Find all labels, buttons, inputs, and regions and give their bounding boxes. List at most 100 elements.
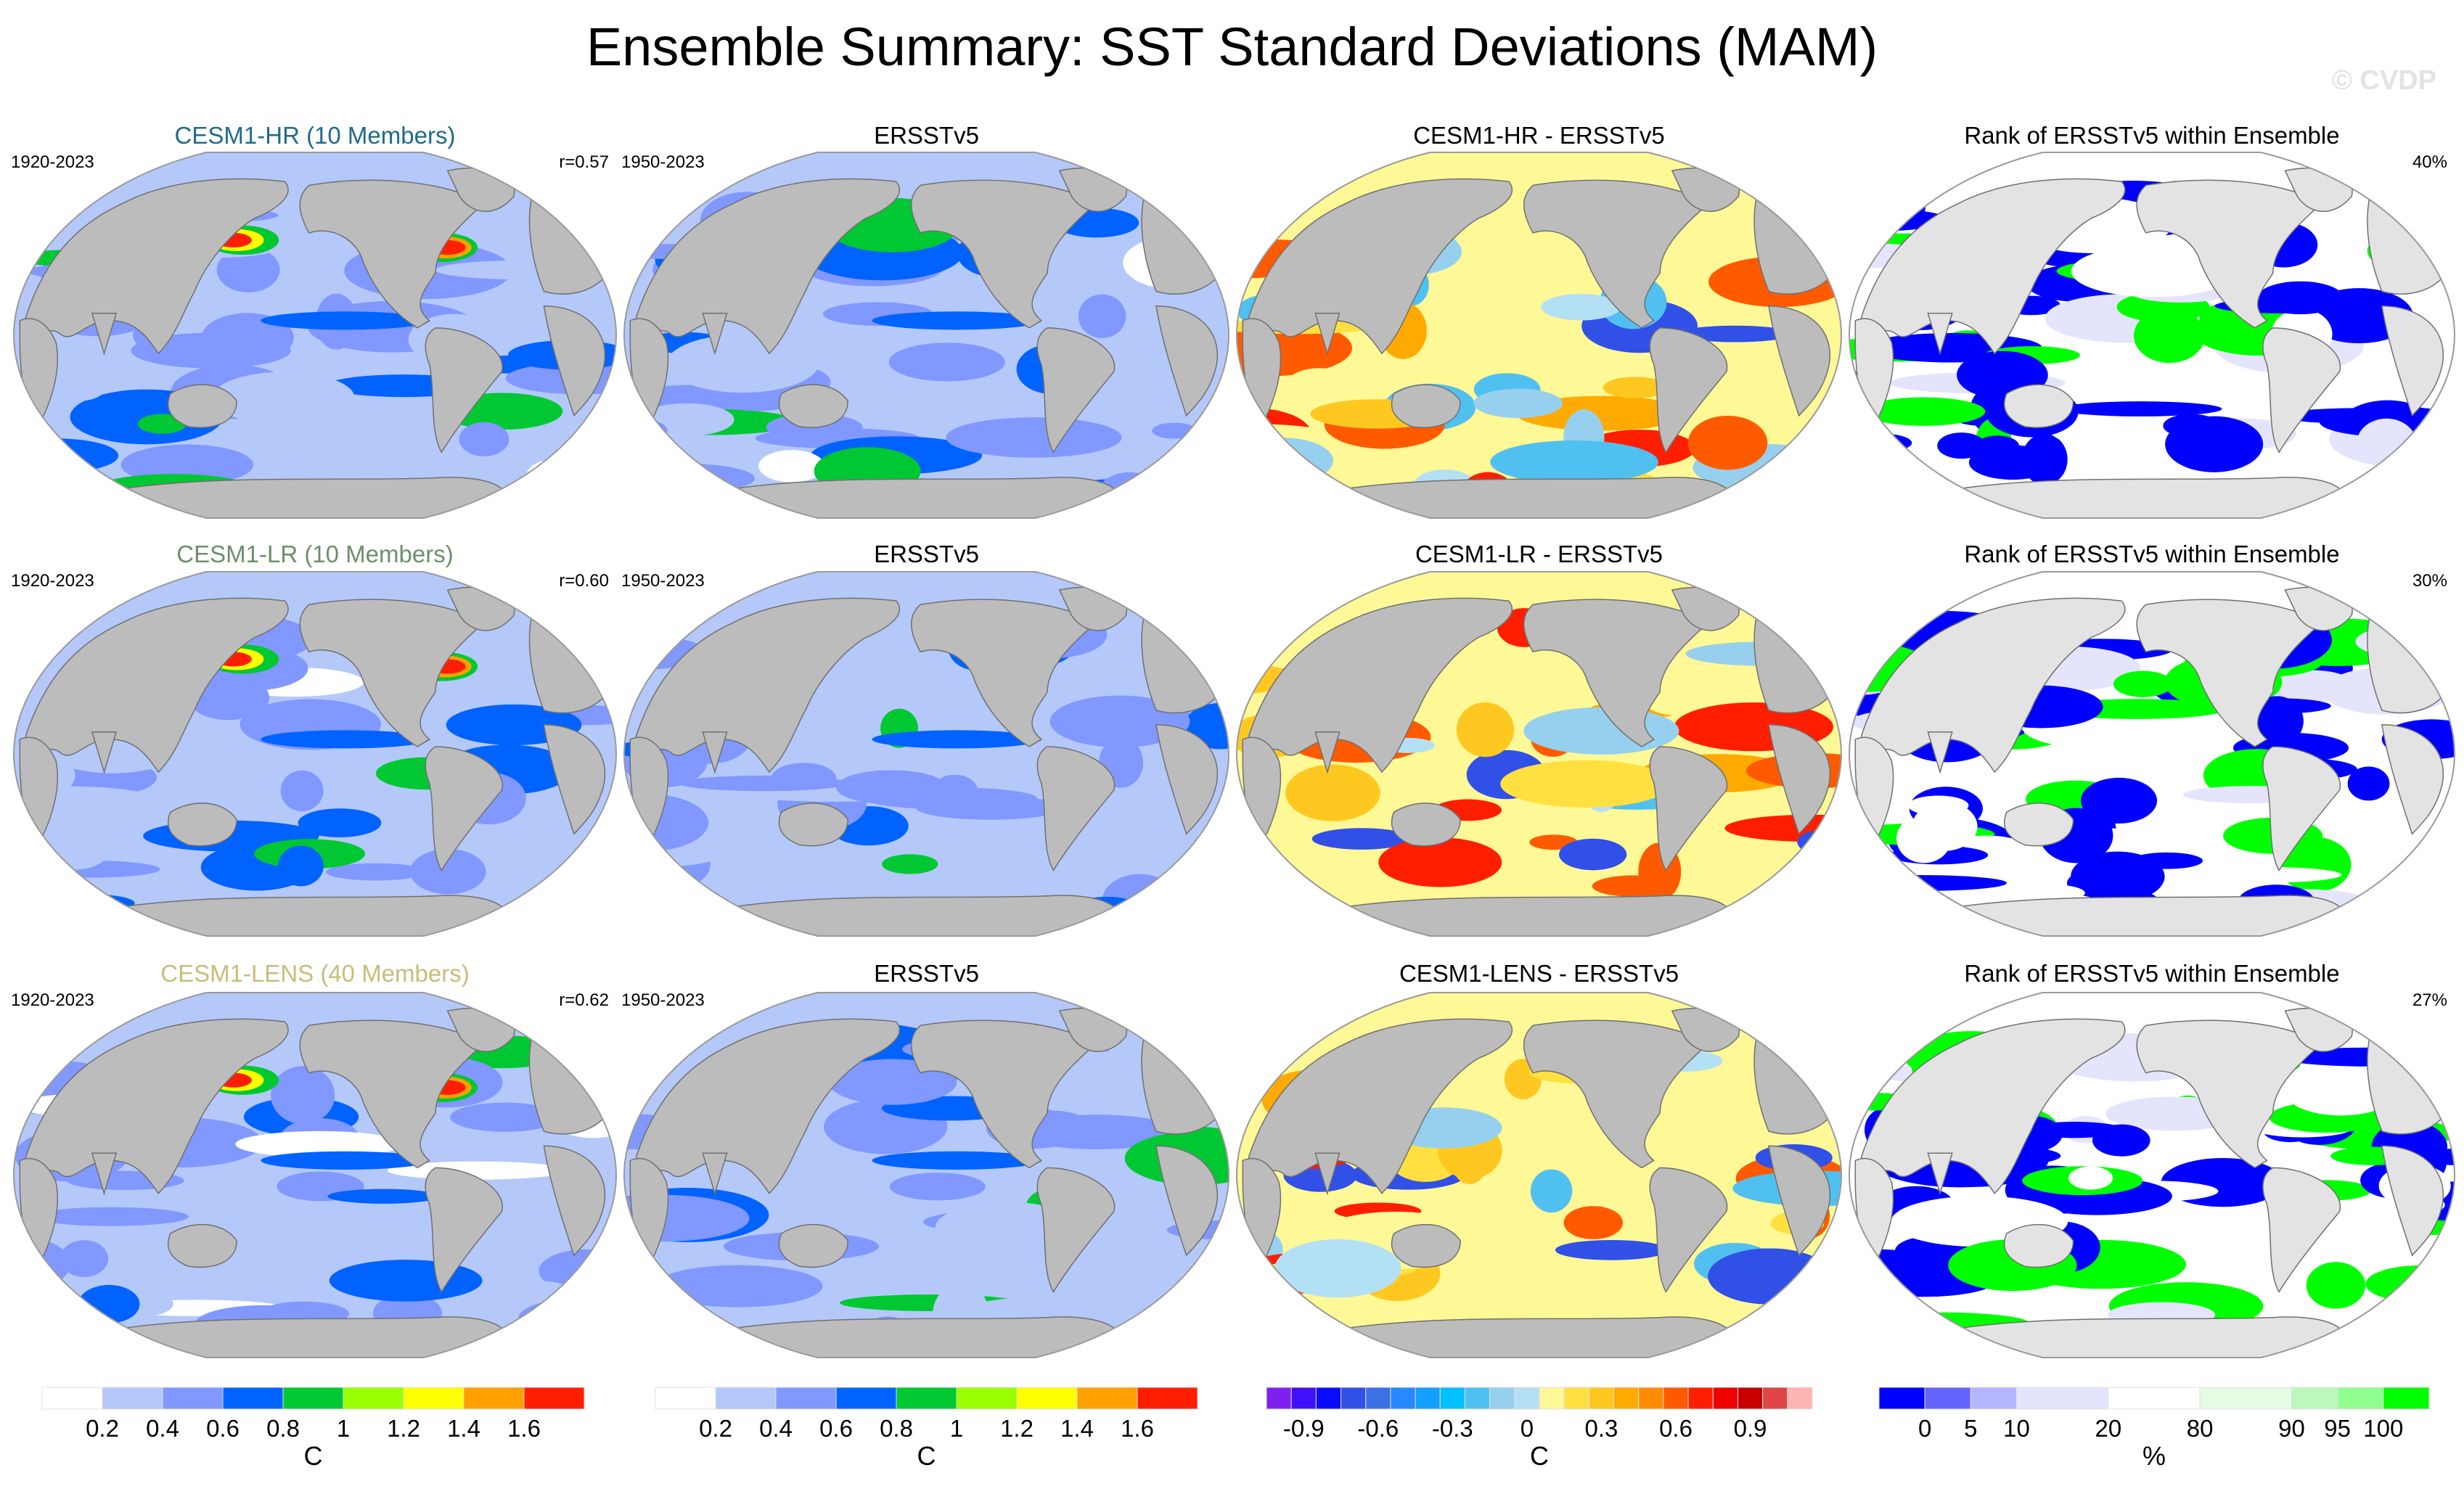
colorbar-swatch: [1924, 1387, 1971, 1410]
field-region: [1851, 433, 1912, 452]
land-antarctica: [121, 895, 508, 936]
map-border: [623, 992, 1230, 1358]
map-rank: [1848, 992, 2456, 1358]
panel-title: CESM1-LR (10 Members): [176, 541, 454, 567]
land-europe: [2367, 615, 2449, 714]
field-region: [1849, 875, 2007, 891]
land-antarctica: [1957, 477, 2346, 518]
land-samerica: [1036, 327, 1116, 453]
field-region: [2165, 416, 2264, 472]
field-region: [915, 754, 990, 776]
field-region: [235, 1130, 404, 1157]
field-region: [216, 247, 280, 292]
colorbar-tick-label: 1.2: [1000, 1415, 1034, 1442]
equatorial-pacific-tongue: [261, 730, 430, 749]
land-india: [1927, 313, 1953, 356]
colorbar-swatch: [523, 1387, 585, 1410]
colorbar-swatch: [1970, 1387, 2018, 1410]
land-europe: [1141, 1035, 1224, 1135]
land-eurasia: [25, 597, 289, 773]
land-australia: [1391, 384, 1461, 428]
colorbar-swatch: [1266, 1387, 1292, 1410]
colorbar-swatch: [463, 1387, 525, 1410]
colorbar-unit-label: C: [303, 1441, 323, 1471]
colorbar-tick-label: 0: [1917, 1415, 1932, 1442]
field-region: [1555, 1239, 1668, 1260]
colorbar-swatch: [1878, 1387, 1925, 1410]
land-europe: [528, 615, 611, 714]
colorbar-swatch: [2383, 1387, 2430, 1410]
colorbar-swatch: [343, 1387, 404, 1410]
colorbar-swatch: [1539, 1387, 1565, 1410]
colorbar-swatch: [2291, 1387, 2338, 1410]
land-samerica: [2262, 746, 2341, 872]
colorbar-unit-label: %: [2142, 1441, 2166, 1471]
colorbar-tick-label: 1: [336, 1415, 351, 1442]
colorbar-tick-label: 1.4: [447, 1415, 480, 1442]
panel-rank-percent: 27%: [2412, 990, 2447, 1010]
colorbar-swatch: [1439, 1387, 1465, 1410]
colorbar-tick-label: 0.3: [1584, 1415, 1618, 1442]
field-region: [1563, 1206, 1623, 1239]
colorbar-tick-label: 1: [949, 1415, 964, 1442]
colorbar-swatch: [835, 1387, 897, 1410]
land-antarctica: [121, 1316, 508, 1358]
field-region: [212, 372, 355, 425]
colorbar-swatch: [1315, 1387, 1342, 1410]
field-region: [1912, 802, 1978, 851]
panel-period-label: 1920-2023: [11, 571, 94, 591]
field-region: [623, 1313, 739, 1349]
land-india: [91, 313, 118, 356]
land-antarctica: [121, 477, 508, 518]
land-eurasia: [1248, 178, 1513, 355]
land-india: [702, 313, 728, 356]
colorbar-unit-label: C: [917, 1441, 936, 1471]
field-region: [325, 863, 427, 881]
field-region: [1724, 814, 1841, 842]
field-region: [1678, 325, 1793, 342]
land-australia: [2003, 384, 2074, 428]
land-europe: [1141, 195, 1224, 295]
field-region: [1490, 440, 1658, 484]
land-europe: [1141, 615, 1224, 714]
field-region: [2347, 766, 2390, 801]
field-region: [2190, 866, 2342, 883]
panel-title: ERSSTv5: [874, 960, 979, 987]
field-region: [1078, 294, 1126, 338]
colorbar-swatch: [956, 1387, 1018, 1410]
field-region: [654, 1265, 823, 1308]
field-region: [1862, 397, 1986, 426]
field-region: [1541, 294, 1621, 321]
field-region: [2357, 418, 2417, 468]
colorbar-tick-label: 5: [1964, 1415, 1978, 1442]
field-region: [280, 770, 324, 812]
colorbar-swatch: [1787, 1387, 1813, 1410]
field-region: [758, 450, 825, 483]
colorbar-tick-label: -0.9: [1282, 1415, 1325, 1442]
panel-title: CESM1-LENS - ERSSTv5: [1399, 960, 1679, 987]
land-samerica: [2262, 1167, 2341, 1293]
colorbar-tick-label: 0.6: [206, 1415, 240, 1442]
panel-title: CESM1-HR - ERSSTv5: [1413, 122, 1665, 149]
map-std: [623, 152, 1230, 519]
panel-pattern-correlation: r=0.62: [559, 990, 609, 1010]
field-region: [1937, 432, 1986, 459]
field-region: [864, 787, 1037, 810]
land-india: [1927, 731, 1953, 774]
land-africa2: [2381, 1145, 2444, 1257]
field-region: [278, 845, 324, 887]
field-region: [271, 1066, 335, 1125]
map-diff: [1235, 992, 1843, 1358]
land-samerica: [2262, 327, 2341, 453]
panel-rank-percent: 40%: [2412, 152, 2447, 172]
equatorial-pacific-tongue: [872, 311, 1041, 330]
field-region: [2277, 408, 2452, 424]
colorbar-swatch: [1588, 1387, 1615, 1410]
colorbar-tick-label: 1.2: [387, 1415, 420, 1442]
land-eurasia: [1860, 597, 2126, 773]
colorbar-tick-label: 0.9: [1733, 1415, 1767, 1442]
field-region: [1311, 828, 1412, 850]
land-samerica: [1649, 746, 1728, 872]
land-antarctica: [1344, 895, 1733, 936]
equatorial-pacific-tongue: [872, 1151, 1041, 1170]
